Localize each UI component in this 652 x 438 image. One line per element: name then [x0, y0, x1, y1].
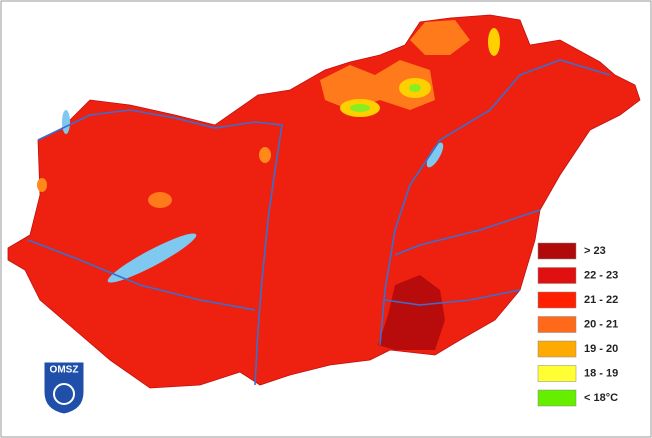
legend-swatch: [537, 267, 577, 284]
river: [27, 239, 256, 311]
legend-swatch: [537, 389, 577, 407]
legend-label: 21 - 22: [584, 294, 618, 306]
legend-swatch: [537, 365, 577, 382]
legend-label: 19 - 20: [584, 343, 618, 355]
country-shape: [7, 14, 641, 389]
cold-spot: [350, 104, 370, 112]
legend-label: > 23: [584, 245, 606, 257]
legend-label: 18 - 19: [584, 367, 618, 379]
river: [379, 59, 611, 346]
warm-region: [378, 275, 445, 350]
logo: OMSZ: [43, 361, 85, 415]
cool-region: [410, 20, 470, 55]
river: [384, 289, 521, 306]
rivers: [27, 59, 611, 386]
cool-spot: [259, 147, 271, 163]
cool-spot: [37, 178, 47, 192]
legend-swatch: [537, 242, 577, 260]
lake: [426, 142, 444, 168]
river: [37, 109, 283, 386]
cold-spot: [409, 84, 421, 92]
legend-swatch: [537, 316, 577, 333]
legend-swatch: [537, 340, 577, 358]
cool-spot: [488, 28, 500, 56]
legend-label: 22 - 23: [584, 269, 618, 281]
lake: [107, 233, 197, 283]
logo-text: OMSZ: [50, 365, 79, 376]
legend-label: 20 - 21: [584, 318, 618, 330]
legend: > 23 22 - 23 21 - 22 20 - 21 19 - 20 18 - 19 <…: [537, 242, 618, 407]
cool-region: [320, 60, 435, 110]
legend-label: < 18°C: [584, 392, 618, 404]
legend-swatch: [537, 291, 577, 309]
cool-spot: [148, 192, 172, 208]
river: [394, 209, 541, 256]
lake: [62, 110, 70, 134]
